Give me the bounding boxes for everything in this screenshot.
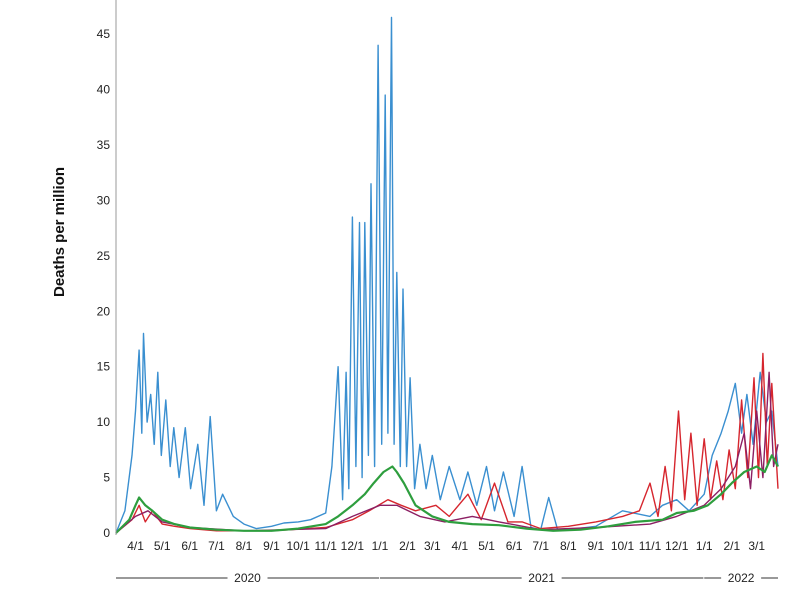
y-tick-label: 40 bbox=[97, 83, 111, 97]
y-tick-label: 35 bbox=[97, 138, 111, 152]
series-line bbox=[115, 16, 779, 534]
y-tick-label: 20 bbox=[97, 304, 111, 318]
x-tick-label: 8/1 bbox=[560, 539, 577, 553]
x-tick-label: 8/1 bbox=[236, 539, 253, 553]
x-ticks: 4/1 5/1 6/1 7/1 8/1 9/1 10/1 11/1 12/1 1/1 2/1 3/1 4… bbox=[127, 539, 765, 553]
y-tick-label: 25 bbox=[97, 249, 111, 263]
series-line bbox=[115, 371, 779, 534]
x-tick-label: 5/1 bbox=[478, 539, 495, 553]
x-tick-label: 2/1 bbox=[399, 539, 416, 553]
x-tick-label: 4/1 bbox=[452, 539, 469, 553]
y-ticks: 0 5 10 15 20 25 30 35 40 45 bbox=[97, 27, 111, 540]
series-line bbox=[115, 352, 779, 534]
x-tick-label: 3/1 bbox=[424, 539, 441, 553]
series-line bbox=[115, 454, 779, 534]
x-tick-label: 12/1 bbox=[665, 539, 689, 553]
y-tick-label: 5 bbox=[103, 471, 110, 485]
y-tick-label: 10 bbox=[97, 415, 111, 429]
x-tick-label: 7/1 bbox=[208, 539, 225, 553]
x-tick-label: 4/1 bbox=[127, 539, 144, 553]
x-tick-label: 7/1 bbox=[532, 539, 549, 553]
x-tick-label: 3/1 bbox=[748, 539, 765, 553]
x-tick-label: 6/1 bbox=[506, 539, 523, 553]
y-axis-title: Deaths per million bbox=[51, 167, 68, 297]
year-label: 2020 bbox=[234, 571, 261, 585]
year-label: 2021 bbox=[528, 571, 555, 585]
y-tick-label: 45 bbox=[97, 27, 111, 41]
x-tick-label: 9/1 bbox=[263, 539, 280, 553]
y-tick-label: 0 bbox=[103, 526, 110, 540]
year-label: 2022 bbox=[728, 571, 755, 585]
y-tick-label: 15 bbox=[97, 360, 111, 374]
x-tick-label: 5/1 bbox=[154, 539, 171, 553]
x-tick-label: 10/1 bbox=[286, 539, 310, 553]
x-tick-label: 6/1 bbox=[181, 539, 198, 553]
x-tick-label: 12/1 bbox=[341, 539, 365, 553]
y-tick-label: 30 bbox=[97, 193, 111, 207]
x-tick-label: 1/1 bbox=[372, 539, 389, 553]
x-tick-label: 10/1 bbox=[611, 539, 635, 553]
series-layer bbox=[115, 16, 779, 534]
x-tick-label: 11/1 bbox=[639, 539, 662, 553]
x-tick-label: 11/1 bbox=[314, 539, 337, 553]
x-tick-label: 2/1 bbox=[723, 539, 740, 553]
year-rules: 2020 2021 2022 bbox=[116, 571, 778, 585]
x-tick-label: 9/1 bbox=[587, 539, 604, 553]
x-tick-label: 1/1 bbox=[696, 539, 713, 553]
